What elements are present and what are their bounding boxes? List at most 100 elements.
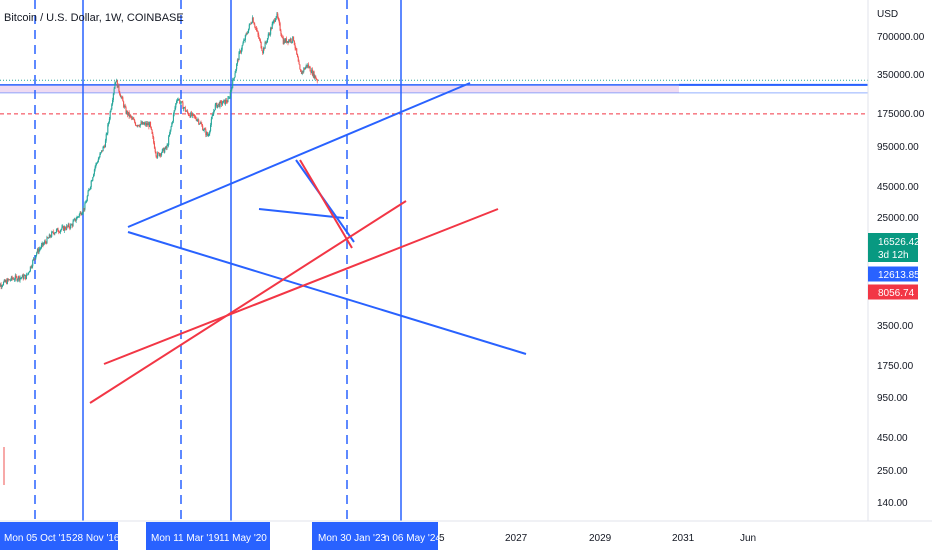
candle-body (153, 137, 155, 143)
candle-body (130, 116, 133, 119)
candle-body (244, 35, 246, 41)
candle-body (176, 99, 178, 102)
candle-body (166, 145, 168, 149)
candle-body (205, 129, 207, 136)
candle-body (149, 122, 152, 127)
candle-body (189, 115, 191, 118)
upper-channel-line[interactable] (127, 82, 471, 228)
candle-body (99, 153, 101, 158)
candle-body (96, 162, 98, 164)
candle-body (289, 38, 291, 42)
candle-body (80, 212, 82, 216)
candle-body (109, 111, 111, 119)
candle-body (238, 52, 240, 61)
candle-body (25, 274, 27, 280)
candle-body (306, 65, 308, 67)
candle-body (195, 118, 197, 121)
candle-body (281, 37, 284, 39)
candle-body (81, 213, 83, 216)
candle-body (133, 119, 135, 121)
candle-body (116, 80, 118, 88)
candle-body (227, 98, 229, 103)
candle-body (95, 163, 97, 167)
candle-body (144, 122, 146, 124)
candle-body (286, 41, 288, 43)
zone-level-badge: 12613.85 (878, 270, 920, 281)
candle-body (266, 41, 268, 43)
candle-body (247, 32, 249, 34)
vertical-lines-layer (34, 0, 402, 521)
candle-body (51, 232, 53, 237)
candle-body (3, 279, 5, 283)
time-tick-label: 2031 (672, 533, 695, 544)
candle-body (58, 231, 60, 233)
candle-body (153, 142, 156, 149)
candle-body (307, 64, 309, 67)
candle-body (310, 71, 312, 74)
price-axis[interactable]: USD 700000.00 350000.00 175000.00 95000.00 4… (867, 0, 932, 521)
price-tick-label: 45000.00 (877, 182, 919, 193)
candle-body (106, 133, 108, 135)
candle-body (202, 125, 204, 131)
candle-body (11, 276, 13, 279)
candle-body (63, 226, 65, 231)
price-tick-label: 3500.00 (877, 321, 914, 332)
time-axis[interactable]: Mon 05 Oct '15 28 Nov '16 Mon 11 Mar '19 11… (0, 520, 932, 550)
candle-body (47, 237, 49, 239)
candle-body (72, 221, 74, 226)
candle-body (207, 135, 209, 137)
candle-body (134, 119, 136, 123)
candle-body (67, 224, 69, 227)
candle-body (179, 102, 182, 104)
candle-body (97, 162, 99, 164)
candle-body (276, 13, 278, 17)
candle-body (194, 116, 196, 117)
candle-body (2, 282, 5, 286)
candle-body (59, 230, 61, 233)
red-support-trendline[interactable] (103, 208, 499, 365)
candle-body (15, 275, 17, 277)
candle-body (51, 231, 54, 233)
last-price-badge-bg (868, 233, 918, 262)
candle-body (281, 34, 283, 38)
candle-body (87, 191, 89, 197)
candle-body (81, 212, 84, 214)
trendlines-layer[interactable] (89, 82, 868, 404)
candle-body (94, 166, 96, 170)
candle-body (211, 116, 213, 119)
candle-body (32, 260, 34, 267)
candle-body (280, 30, 282, 35)
descending-channel-line[interactable] (127, 231, 527, 355)
candle-body (180, 101, 182, 103)
candle-body (8, 279, 10, 281)
candle-body (73, 219, 75, 222)
candle-body (104, 146, 106, 148)
candles-layer (0, 11, 318, 485)
candle-body (187, 110, 189, 114)
candle-body (146, 123, 148, 126)
highlighted-date-box (312, 522, 438, 550)
candle-body (90, 181, 92, 187)
candle-body (18, 276, 20, 281)
candle-body (139, 124, 141, 127)
candle-body (164, 149, 166, 153)
candle-body (312, 71, 314, 76)
red-steep-trendline[interactable] (89, 200, 407, 404)
candle-body (309, 66, 311, 72)
candle-body (74, 218, 76, 220)
candle-body (217, 104, 219, 108)
highlighted-date-label: Mon 05 Oct '15 (4, 533, 72, 544)
candle-body (278, 17, 280, 21)
candle-body (36, 249, 39, 253)
candle-body (303, 68, 305, 72)
candle-body (112, 93, 114, 100)
candle-body (70, 224, 72, 229)
wedge-lower-line[interactable] (258, 208, 345, 219)
candle-body (108, 118, 110, 123)
candle-body (221, 101, 223, 105)
red-wedge-line[interactable] (299, 159, 353, 249)
candle-body (157, 152, 159, 158)
candle-body (102, 146, 104, 152)
candle-body (253, 22, 255, 25)
